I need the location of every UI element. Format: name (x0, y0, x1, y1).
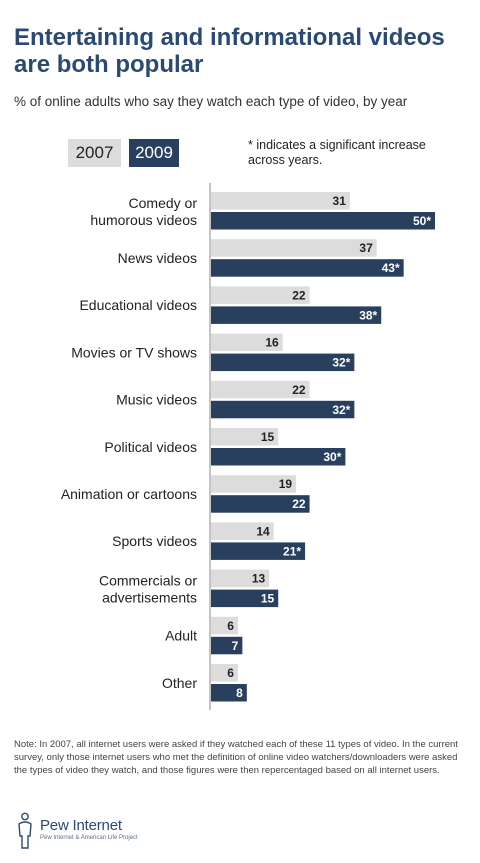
category-label-other: Other (162, 675, 197, 691)
bar-2009-comedy-or-humorous-videos (211, 212, 435, 230)
data-label-2009-other: 8 (236, 686, 243, 700)
data-label-2009-music-videos: 32* (332, 403, 350, 417)
bar-2007-music-videos (211, 380, 310, 399)
data-label-2009-commercials-or-advertisements: 15 (261, 592, 275, 606)
category-label-comedy-or-humorous-videos: Comedy or humorous videos (90, 195, 197, 228)
bar-2007-comedy-or-humorous-videos (211, 192, 350, 210)
data-label-2009-news-videos: 43* (382, 261, 400, 275)
bar-2007-news-videos (211, 239, 377, 257)
logo-tagline: Pew Internet & American Life Project (40, 835, 138, 841)
bar-2007-animation-or-cartoons (211, 475, 297, 493)
data-label-2007-educational-videos: 22 (292, 288, 306, 302)
bar-2009-music-videos (211, 400, 355, 419)
legend-2007: 2007 (68, 139, 121, 167)
data-label-2009-political-videos: 30* (323, 450, 341, 464)
bar-2007-adult (211, 616, 238, 635)
data-label-2009-educational-videos: 38* (359, 308, 377, 322)
category-label-educational-videos: Educational videos (79, 297, 197, 313)
data-label-2009-comedy-or-humorous-videos: 50* (413, 214, 431, 228)
bar-2007-movies-or-tv-shows (211, 333, 283, 352)
pew-figure-icon (18, 812, 32, 849)
category-label-political-videos: Political videos (104, 439, 197, 455)
chart-title: Entertaining and informational videos ar… (14, 24, 445, 78)
bar-2009-other (211, 684, 247, 702)
bar-2009-movies-or-tv-shows (211, 353, 355, 372)
bar-2007-other (211, 664, 238, 682)
footnote: Note: In 2007, all internet users were a… (14, 739, 458, 777)
bar-chart: Comedy or humorous videos 31 50* News videos… (61, 183, 435, 710)
category-label-music-videos: Music videos (116, 392, 197, 408)
bar-2007-political-videos (211, 428, 279, 446)
chart-subtitle: % of online adults who say they watch ea… (14, 94, 408, 109)
bar-2009-educational-videos (211, 306, 382, 324)
data-label-2007-other: 6 (227, 666, 234, 680)
data-label-2007-news-videos: 37 (359, 241, 373, 255)
data-label-2007-adult: 6 (227, 619, 234, 633)
category-label-animation-or-cartoons: Animation or cartoons (61, 486, 197, 502)
data-label-2007-movies-or-tv-shows: 16 (265, 336, 279, 350)
category-label-commercials-or-advertisements: Commercials or advertisements (99, 572, 197, 605)
bar-2007-commercials-or-advertisements (211, 569, 270, 588)
data-label-2009-adult: 7 (232, 639, 239, 653)
logo-name: Pew Internet (40, 817, 122, 834)
data-label-2007-political-videos: 15 (261, 430, 275, 444)
bar-2009-animation-or-cartoons (211, 495, 310, 513)
data-label-2007-commercials-or-advertisements: 13 (252, 572, 266, 586)
legend-2009: 2009 (129, 139, 179, 167)
bar-2007-sports-videos (211, 522, 274, 540)
category-label-news-videos: News videos (118, 250, 197, 266)
category-label-adult: Adult (165, 628, 197, 644)
data-label-2007-comedy-or-humorous-videos: 31 (333, 194, 347, 208)
bar-2007-educational-videos (211, 286, 310, 304)
data-label-2007-sports-videos: 14 (256, 524, 270, 538)
data-label-2009-animation-or-cartoons: 22 (292, 497, 306, 511)
data-label-2009-movies-or-tv-shows: 32* (332, 356, 350, 370)
data-label-2007-animation-or-cartoons: 19 (279, 477, 293, 491)
bar-2009-adult (211, 636, 243, 655)
pew-internet-logo: Pew Internet Pew Internet & American Lif… (16, 812, 216, 852)
category-label-sports-videos: Sports videos (112, 533, 197, 549)
significance-note: * indicates a significant increase acros… (248, 138, 426, 167)
category-label-movies-or-tv-shows: Movies or TV shows (71, 344, 197, 360)
bar-2009-political-videos (211, 448, 346, 466)
bar-2009-commercials-or-advertisements (211, 589, 279, 608)
bar-2009-sports-videos (211, 542, 306, 560)
data-label-2009-sports-videos: 21* (283, 544, 301, 558)
bar-2009-news-videos (211, 259, 404, 277)
data-label-2007-music-videos: 22 (292, 383, 306, 397)
